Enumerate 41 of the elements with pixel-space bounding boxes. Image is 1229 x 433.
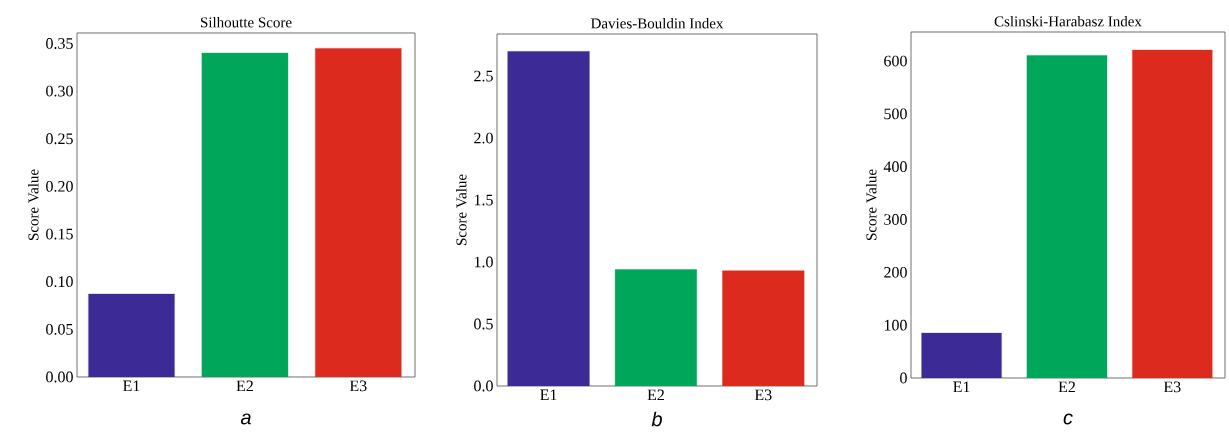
y-tick-label: 200: [884, 266, 907, 278]
chart-title: Davies-Bouldin Index: [591, 17, 724, 29]
x-tick-label: E2: [647, 389, 664, 401]
y-tick-label: 1.0: [474, 256, 493, 268]
y-tick-label: 500: [884, 108, 907, 120]
y-tick-label: 0.30: [46, 85, 73, 97]
x-tick-label: E1: [123, 380, 140, 392]
y-tick-label: 100: [884, 319, 907, 331]
x-tick-label: E3: [1163, 381, 1181, 393]
y-tick-label: 1.5: [474, 194, 493, 206]
y-tick-label: 2.5: [474, 70, 493, 82]
x-tick-label: E1: [540, 389, 557, 401]
y-tick-label: 400: [883, 161, 907, 173]
y-axis-title: Score Value: [27, 169, 39, 241]
y-axis-title: Score Value: [865, 169, 877, 241]
y-tick-label: 0.25: [46, 133, 73, 145]
y-tick-label: 0.10: [46, 276, 73, 288]
x-tick-label: E2: [1058, 381, 1075, 393]
y-tick-label: 0: [900, 372, 907, 384]
x-tick-label: E3: [754, 389, 772, 401]
chart-title: Silhoutte Score: [200, 16, 292, 28]
y-tick-label: 0.0: [474, 380, 493, 392]
x-tick-label: E1: [953, 381, 970, 393]
y-tick-label: 0.15: [46, 228, 73, 240]
text: a: [240, 413, 251, 425]
y-tick-label: 600: [884, 55, 907, 67]
y-tick-label: 0.00: [46, 371, 73, 383]
bar: [614, 269, 697, 386]
y-tick-label: 0.20: [46, 180, 73, 192]
y-tick-label: 0.5: [474, 318, 493, 330]
y-tick-label: 0.05: [46, 323, 73, 335]
y-tick-label: 2.0: [474, 132, 493, 144]
x-tick-label: E2: [236, 380, 253, 392]
y-tick-label: 0.35: [46, 38, 73, 49]
text: c: [1063, 413, 1073, 425]
y-tick-label: 300: [884, 214, 907, 225]
bar: [722, 270, 805, 386]
x-tick-label: E3: [349, 380, 367, 392]
text: b: [651, 411, 662, 427]
chart-title: Cslinski-Harabasz Index: [994, 15, 1142, 27]
y-axis-title: Score Value: [455, 174, 467, 246]
